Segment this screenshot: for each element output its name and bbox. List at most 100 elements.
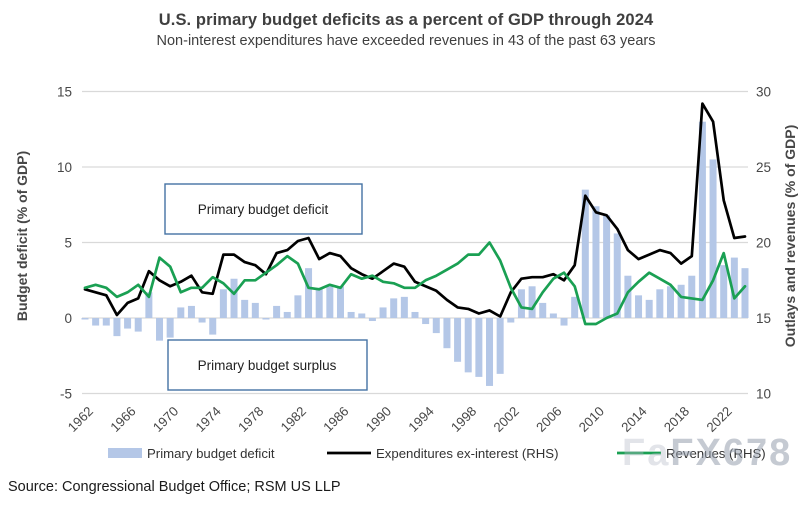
chart-title: U.S. primary budget deficits as a percen… [158,11,654,29]
deficit-bar [517,289,525,318]
left-axis-tick-label: -5 [60,387,72,402]
chart-svg: 15 30 10 25 5 20 0 15 -5 10 1962 1966 1970 1974 1978 19… [14,85,798,462]
x-axis-tick-label: 2002 [491,404,522,435]
deficit-bar [336,286,344,318]
deficit-bar [209,318,217,335]
deficit-bar [156,318,164,341]
deficit-bar [294,295,302,318]
deficit-bar [422,318,430,325]
deficit-bar [592,206,600,318]
deficit-bar [666,286,674,318]
deficit-bar [145,292,153,318]
legend-label: Primary budget deficit [147,446,275,461]
x-axis-tick-label: 1982 [278,404,309,435]
deficit-bar [443,318,451,349]
deficit-bar [741,268,749,318]
left-axis-tick-label: 15 [57,85,72,100]
deficit-bar [283,311,291,318]
deficit-bar [539,302,547,318]
deficit-bar [326,286,334,318]
source-note: Source: Congressional Budget Office; RSM… [8,479,341,495]
x-axis-tick-label: 1966 [107,404,138,435]
deficit-bar [113,318,121,337]
deficit-bar [251,302,259,318]
x-axis-tick-label: 2022 [703,404,734,435]
x-axis-tick-label: 1998 [448,404,479,435]
x-axis-tick-label: 1986 [320,404,351,435]
right-axis-tick-label: 25 [756,160,771,175]
deficit-bar [273,305,281,318]
deficit-bar [698,121,706,318]
deficit-annotation-box [164,183,363,235]
deficit-bar [102,318,110,326]
deficit-bar [198,318,206,323]
revenues-line [83,241,747,326]
deficit-bar [230,278,238,318]
x-axis-tick-label: 1978 [235,404,266,435]
deficit-bar [390,298,398,318]
x-axis-tick-label: 1994 [405,404,436,435]
deficit-bar [507,318,515,323]
deficit-bar [358,313,366,318]
right-axis-tick-label: 10 [756,387,771,402]
deficit-bar [454,318,462,362]
right-axis-title: Outlays and revenues (% of GDP) [782,125,798,348]
deficit-bar [613,233,621,318]
deficit-bar [305,268,313,318]
deficit-bar [219,289,227,318]
legend-label: Expenditures ex-interest (RHS) [376,446,559,461]
deficit-bar [720,265,728,318]
deficit-bar [464,318,472,373]
left-axis-title: Budget deficit (% of GDP) [14,151,30,321]
deficit-bar [603,215,611,318]
deficit-bar [581,189,589,318]
x-axis-tick-label: 1970 [150,404,181,435]
surplus-annotation-label: Primary budget surplus [198,358,337,373]
deficit-bar [656,289,664,318]
right-axis-tick-label: 30 [756,85,771,100]
deficit-bar [571,296,579,318]
left-axis-tick-label: 0 [64,311,72,326]
deficit-bar [400,296,408,318]
deficit-bar [549,313,557,318]
x-axis-tick-label: 2014 [618,404,649,435]
deficit-bar [677,284,685,318]
x-axis-tick-label: 2018 [661,404,692,435]
x-axis-tick-label: 1962 [65,404,96,435]
deficit-bar [486,318,494,386]
deficit-bar [635,295,643,318]
right-axis-tick-label: 20 [756,236,771,251]
deficit-bar [560,318,568,326]
deficit-bar [81,318,89,320]
left-axis-tick-label: 5 [64,236,72,251]
deficit-bar [134,318,142,332]
deficit-bar [166,318,174,338]
x-axis-tick-label: 1990 [363,404,394,435]
deficit-bar [347,311,355,318]
deficit-bar [92,318,100,326]
deficit-bar [528,286,536,318]
deficit-bar [379,307,387,318]
right-axis-tick-label: 15 [756,311,771,326]
x-axis-tick-label: 2006 [533,404,564,435]
deficit-bar [262,318,270,320]
surplus-annotation-box [167,339,368,391]
deficit-bar [475,318,483,377]
deficit-bar [187,305,195,318]
deficit-bar [241,299,249,318]
deficit-bar [368,318,376,322]
legend-label: Revenues (RHS) [666,446,766,461]
left-axis-tick-label: 10 [57,160,72,175]
deficit-bar [315,287,323,318]
expenditures-line [83,102,747,318]
legend-swatch-bar [108,448,142,458]
deficit-annotation-label: Primary budget deficit [198,202,329,217]
deficit-bar [177,307,185,318]
deficit-bar [496,318,504,374]
deficit-bar [688,275,696,318]
chart-subtitle: Non-interest expenditures have exceeded … [156,33,656,49]
deficit-bar [124,318,132,329]
deficit-bar [645,299,653,318]
deficit-bar [432,318,440,334]
